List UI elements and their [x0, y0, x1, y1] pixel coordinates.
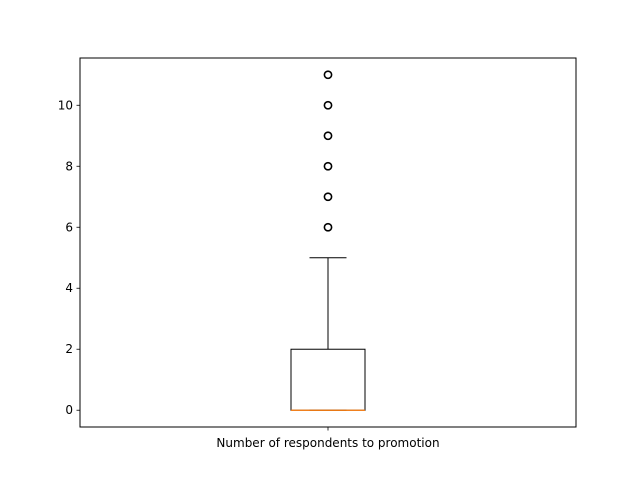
outlier-point — [323, 192, 333, 202]
plot-frame — [79, 57, 577, 428]
outlier-point — [323, 70, 333, 80]
outlier-point — [323, 100, 333, 110]
box-series — [290, 70, 366, 411]
y-tick-label: 4 — [65, 281, 73, 295]
outlier-point — [323, 161, 333, 171]
y-tick-label: 10 — [58, 98, 73, 112]
y-tick-label: 6 — [65, 220, 73, 234]
plot-area — [80, 58, 576, 427]
y-tick-label: 8 — [65, 159, 73, 173]
y-tick-label: 0 — [65, 403, 73, 417]
outlier-point — [323, 222, 333, 232]
y-axis: 0 2 4 6 8 10 — [58, 98, 80, 417]
y-tick-label: 2 — [65, 342, 73, 356]
x-axis: Number of respondents to promotion — [216, 427, 440, 450]
outlier-point — [323, 131, 333, 141]
x-tick-label: Number of respondents to promotion — [216, 436, 439, 450]
